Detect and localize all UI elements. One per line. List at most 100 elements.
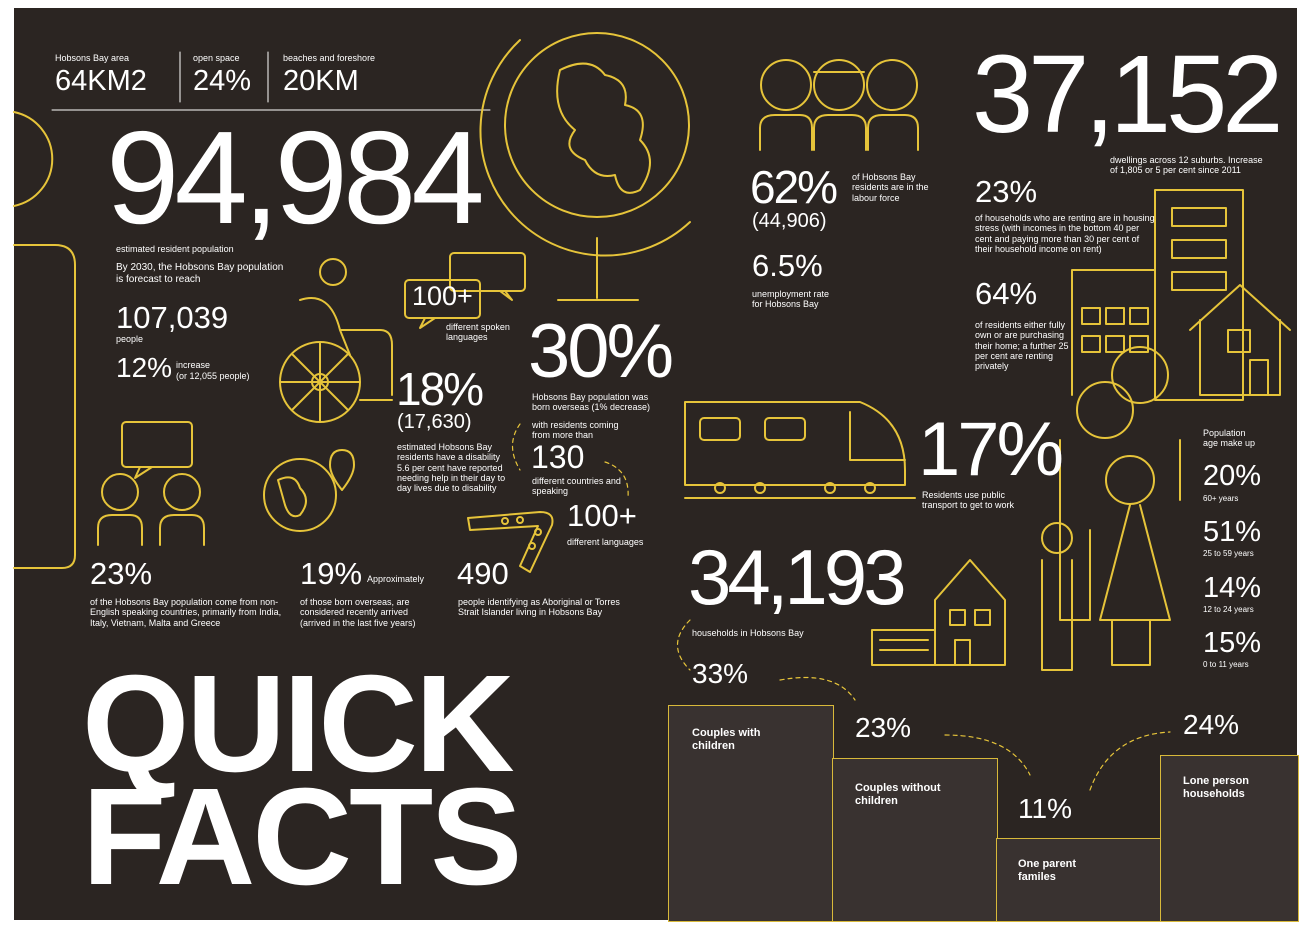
household-label: One parent familes [1018, 858, 1098, 883]
caption: unemployment rate for Hobsons Bay [752, 289, 837, 310]
buildings-icon-part [1082, 336, 1100, 352]
wheelchair-icon-part [320, 259, 346, 285]
caption: different countries and speaking [532, 476, 622, 497]
stat-value: 12% [116, 354, 172, 382]
stat-value: 24% [193, 67, 251, 96]
buildings-icon-part [1106, 336, 1124, 352]
caption: 25 to 59 years [1203, 549, 1254, 558]
chat-people-icon-part [122, 422, 192, 467]
stat-label: beaches and foreshore [283, 53, 375, 63]
chat-people-icon-part [98, 515, 142, 545]
stat-value: 34,193 [688, 538, 903, 616]
train-icon-part [850, 412, 905, 460]
stat-value: 30% [528, 314, 671, 390]
globe-pin-icon-part [264, 459, 336, 531]
buildings-icon-part [1228, 330, 1250, 352]
stat-value: 6.5% [752, 250, 823, 281]
caption: of the Hobsons Bay population come from … [90, 597, 290, 628]
caption: different languages [567, 537, 643, 547]
globe-icon-part [480, 40, 690, 256]
globe-icon-part [557, 64, 650, 193]
buildings-icon-part [1082, 308, 1100, 324]
caption: (or 12,055 people) [176, 371, 250, 381]
boomerang-icon-part [517, 517, 523, 523]
caption: 0 to 11 years [1203, 660, 1249, 669]
stat-value: 23% [855, 714, 911, 742]
stat-label: Hobsons Bay area [55, 53, 129, 63]
stat-value: 11% [1018, 795, 1072, 823]
family-icon-part [1112, 347, 1168, 403]
stat-value: 18% [396, 366, 482, 412]
caption: people identifying as Aboriginal or Torr… [458, 597, 628, 618]
caption: 60+ years [1203, 494, 1238, 503]
caption: estimated resident population [116, 244, 234, 254]
boomerang-icon-part [529, 543, 535, 549]
buildings-icon-part [1172, 272, 1226, 290]
globe-icon-part [505, 33, 689, 217]
stat-value: 19% [300, 558, 362, 589]
workers-icon-part [761, 60, 811, 110]
caption: Population age make up [1203, 428, 1263, 449]
stat-value: 100+ [567, 500, 637, 531]
title: FACTS [82, 768, 519, 906]
globe-icon [480, 33, 690, 300]
infographic: Hobsons Bay area 64KM2 open space 24% be… [0, 0, 1304, 930]
globe-pin-icon [264, 450, 354, 531]
caption: dwellings across 12 suburbs. Increase of… [1110, 155, 1270, 176]
person-icon-part [0, 112, 14, 206]
family-icon-part [1042, 560, 1072, 670]
stat-value: 20KM [283, 67, 359, 96]
stat-value: 23% [975, 176, 1037, 207]
dwellings-value: 37,152 [972, 40, 1278, 150]
dashed-arrows-part [780, 678, 855, 701]
caption: people [116, 334, 143, 344]
stat-label: open space [193, 53, 240, 63]
buildings-icon-part [1130, 336, 1148, 352]
stat-value: (17,630) [397, 412, 472, 432]
houses-icon-part [975, 610, 990, 625]
family-icon-part [1042, 523, 1072, 553]
caption: increase [176, 360, 210, 370]
household-label: Lone person households [1183, 775, 1273, 800]
dashed-arrows-part [1090, 732, 1170, 790]
stat-value: 490 [457, 558, 509, 589]
train-icon-part [685, 402, 905, 485]
family-icon [1042, 347, 1180, 670]
stat-value: 20% [1203, 462, 1261, 491]
train-icon [685, 402, 915, 498]
stat-value: 100+ [412, 283, 473, 310]
stat-value: 62% [750, 164, 836, 210]
speech-bubbles-part [420, 318, 435, 328]
caption: Hobsons Bay population was born overseas… [532, 392, 662, 413]
buildings-icon-part [1072, 270, 1155, 395]
family-icon-part [1077, 382, 1133, 438]
stat-value: 51% [1203, 518, 1261, 547]
caption: households in Hobsons Bay [692, 628, 804, 638]
workers-icon-part [867, 60, 917, 110]
stat-value: 130 [531, 441, 584, 473]
wheelchair-icon [280, 259, 392, 422]
stat-value: 15% [1203, 629, 1261, 658]
chat-people-icon [98, 422, 204, 545]
workers-icon [760, 60, 918, 150]
household-label: Couples with children [692, 727, 782, 752]
stat-value: 64% [975, 278, 1037, 309]
boomerang-icon-part [502, 518, 508, 524]
stat-value: 107,039 [116, 302, 228, 333]
caption: of residents either fully own or are pur… [975, 320, 1070, 372]
stat-value: 64KM2 [55, 67, 147, 96]
chat-people-icon-part [160, 515, 204, 545]
caption: of those born overseas, are considered r… [300, 597, 430, 628]
person-icon-part [14, 245, 75, 568]
family-icon-part [1106, 456, 1154, 504]
dashed-arrows-part [945, 735, 1030, 775]
chat-people-icon-part [164, 474, 200, 510]
caption: Residents use public transport to get to… [922, 490, 1042, 511]
caption: different spoken languages [446, 322, 526, 343]
buildings-icon-part [1190, 285, 1290, 395]
buildings-icon-part [1250, 360, 1268, 395]
person-icon-part [14, 112, 52, 206]
houses-icon-part [950, 610, 965, 625]
caption: Approximately [367, 574, 424, 584]
person-icon [0, 112, 75, 568]
